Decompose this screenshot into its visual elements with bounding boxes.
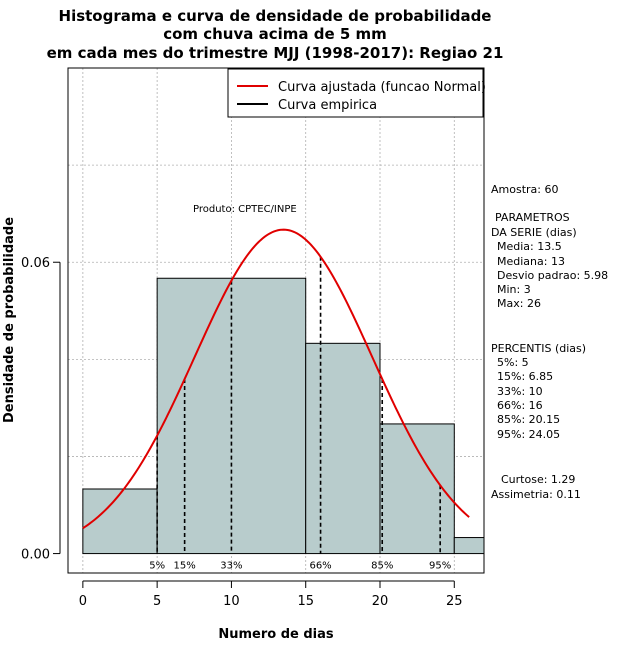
legend-box (227, 68, 484, 118)
fitted-normal-curve (82, 228, 470, 530)
histogram-bar (305, 342, 381, 555)
stat-p85: 85%: 20.15 (497, 413, 560, 426)
plot-frame (67, 67, 485, 574)
chart-title-line-3: em cada mes do trimestre MJJ (1998-2017)… (47, 44, 504, 62)
percentile-label: 85% (371, 561, 393, 572)
product-annotation: Produto: CPTEC/INPE (193, 204, 297, 215)
x-tick-label: 5 (153, 594, 161, 609)
x-tick-label: 15 (297, 594, 314, 609)
x-axis-title: Numero de dias (218, 627, 334, 642)
x-tick-label: 25 (446, 594, 463, 609)
stat-p66: 66%: 16 (497, 399, 543, 412)
percentile-label: 15% (174, 561, 196, 572)
percentile-label: 33% (220, 561, 242, 572)
stat-p15: 15%: 6.85 (497, 370, 553, 383)
curve-layer (82, 228, 470, 530)
percentile-label: 95% (429, 561, 451, 572)
histogram-bar (82, 488, 158, 555)
legend-fitted-label: Curva ajustada (funcao Normal) (278, 80, 486, 95)
chart-title-line-1: Histograma e curva de densidade de proba… (59, 7, 492, 25)
stat-assimetria: Assimetria: 0.11 (491, 488, 581, 501)
histogram-bar (453, 537, 485, 555)
x-tick-label: 10 (223, 594, 240, 609)
percentile-label: 66% (309, 561, 331, 572)
stats-panel: Amostra: 60 PARAMETROS DA SERIE (dias) M… (491, 183, 608, 501)
legend-empirical-label: Curva empirica (278, 98, 377, 113)
stat-media: Media: 13.5 (497, 240, 562, 253)
y-axis-title: Densidade de probabilidade (2, 217, 17, 423)
y-tick-label: 0.00 (21, 548, 50, 563)
stat-amostra: Amostra: 60 (491, 183, 558, 196)
axis-layer: 0 5 10 15 20 25 0.00 0.06 (21, 256, 463, 609)
stat-p5: 5%: 5 (497, 356, 529, 369)
stat-percentis-title: PERCENTIS (dias) (491, 342, 586, 355)
stat-max: Max: 26 (497, 297, 541, 310)
stat-param-title-2: DA SERIE (dias) (491, 226, 577, 239)
stat-p33: 33%: 10 (497, 385, 543, 398)
stat-param-title-1: PARAMETROS (495, 211, 570, 224)
y-tick-label: 0.06 (21, 256, 50, 271)
stat-min: Min: 3 (497, 283, 531, 296)
stat-curtose: Curtose: 1.29 (501, 473, 575, 486)
percentile-label: 5% (149, 561, 165, 572)
chart-title-line-2: com chuva acima de 5 mm (163, 25, 387, 43)
stat-mediana: Mediana: 13 (497, 255, 565, 268)
histogram-bars (82, 277, 485, 555)
percentile-lines: 5% 15% 33% 66% 85% 95% (149, 256, 451, 572)
legend: Curva ajustada (funcao Normal) Curva emp… (227, 68, 486, 118)
stat-p95: 95%: 24.05 (497, 428, 560, 441)
stat-desvio: Desvio padrao: 5.98 (497, 269, 608, 282)
x-tick-label: 20 (372, 594, 389, 609)
x-tick-label: 0 (79, 594, 87, 609)
